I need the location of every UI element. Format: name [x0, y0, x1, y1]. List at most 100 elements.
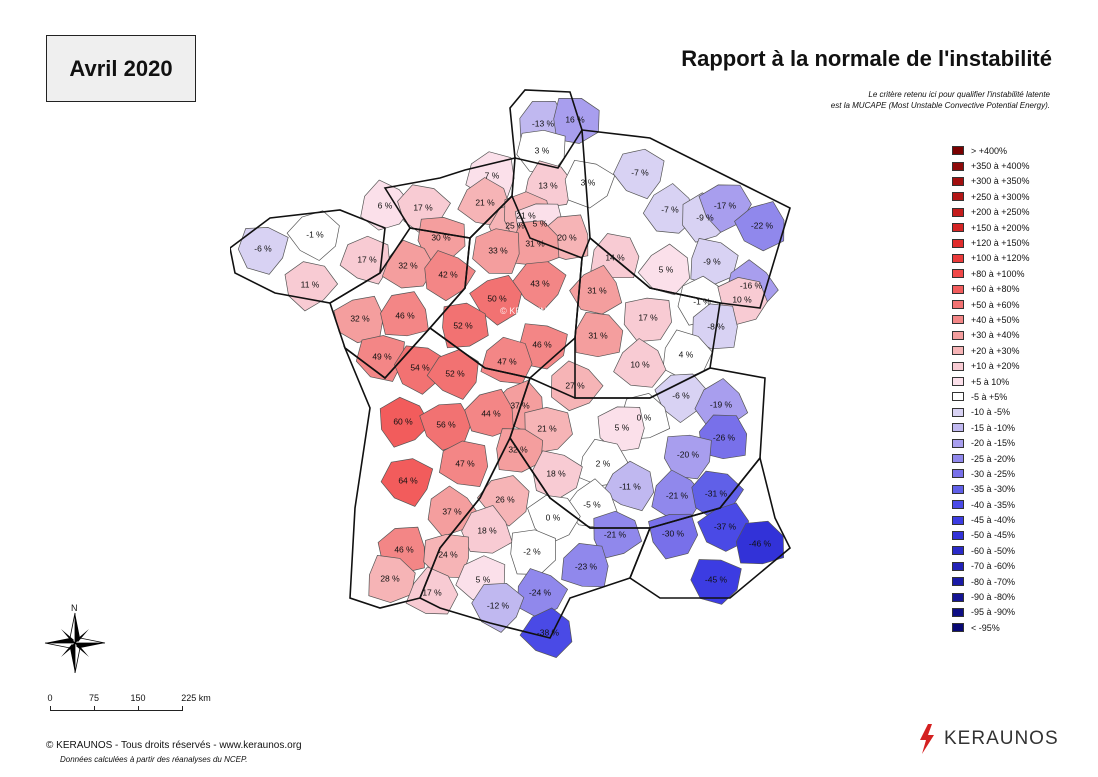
- department-label: 5 %: [659, 264, 674, 274]
- legend-item: +10 à +20%: [952, 358, 1030, 373]
- legend-item: +40 à +50%: [952, 312, 1030, 327]
- department-label: -24 %: [529, 587, 552, 597]
- legend-item: +100 à +120%: [952, 251, 1030, 266]
- legend-label: -5 à +5%: [971, 391, 1008, 402]
- department-label: 43 %: [530, 278, 550, 288]
- legend-label: -60 à -50%: [971, 545, 1016, 556]
- department-area: [381, 239, 436, 289]
- department-label: 50 %: [487, 293, 507, 303]
- department-label: 14 %: [605, 252, 625, 262]
- department-label: -21 %: [666, 490, 689, 500]
- department-label: 60 %: [393, 416, 413, 426]
- legend-item: +80 à +100%: [952, 266, 1030, 281]
- department-label: 4 %: [679, 349, 694, 359]
- scale-label-0: 0: [47, 693, 53, 703]
- department-label: 31 %: [525, 238, 545, 248]
- department-label: 46 %: [395, 310, 415, 320]
- legend-item: -90 à -80%: [952, 589, 1030, 604]
- department-area: [694, 378, 749, 428]
- department-label: -6 %: [672, 390, 690, 400]
- department-label: 17 %: [413, 202, 433, 212]
- legend-swatch: [952, 623, 964, 633]
- department-label: 44 %: [481, 408, 501, 418]
- department-label: -22 %: [751, 220, 774, 230]
- department-area: [690, 559, 742, 605]
- department-label: -30 %: [662, 528, 685, 538]
- legend-item: +150 à +200%: [952, 220, 1030, 235]
- department-label: 52 %: [445, 368, 465, 378]
- department-label: 31 %: [588, 330, 608, 340]
- scale-label-150: 150: [130, 693, 146, 703]
- department-area: [519, 323, 568, 370]
- department-area: [612, 148, 665, 200]
- department-label: -46 %: [749, 538, 772, 548]
- legend-label: -45 à -40%: [971, 515, 1016, 526]
- legend-item: -70 à -60%: [952, 559, 1030, 574]
- department-label: -20 %: [677, 449, 700, 459]
- department-label: 33 %: [488, 245, 508, 255]
- legend-label: -70 à -60%: [971, 561, 1016, 572]
- department-area: [663, 434, 712, 480]
- department-area: [637, 243, 690, 296]
- department-label: 6 %: [378, 200, 393, 210]
- legend-item: -15 à -10%: [952, 420, 1030, 435]
- legend-swatch: [952, 146, 964, 156]
- department-area: [593, 510, 643, 560]
- department-label: 3 %: [581, 177, 596, 187]
- legend-swatch: [952, 330, 964, 340]
- legend-item: +30 à +40%: [952, 328, 1030, 343]
- legend-swatch: [952, 423, 964, 433]
- scale-line: [50, 710, 183, 711]
- legend-item: -40 à -35%: [952, 497, 1030, 512]
- department-label: 11 %: [301, 279, 320, 289]
- department-label: 21 %: [516, 210, 536, 220]
- month-label: Avril 2020: [69, 55, 173, 81]
- department-label: -45 %: [705, 574, 728, 584]
- legend-label: -80 à -70%: [971, 576, 1016, 587]
- legend-item: -60 à -50%: [952, 543, 1030, 558]
- department-label: 47 %: [455, 458, 475, 468]
- legend-label: +100 à +120%: [971, 253, 1030, 264]
- legend-label: +60 à +80%: [971, 284, 1020, 295]
- department-area: [380, 291, 429, 337]
- legend-label: -10 à -5%: [971, 407, 1011, 418]
- department-area: [439, 440, 489, 487]
- department-area: [284, 261, 339, 312]
- department-label: 20 %: [557, 232, 577, 242]
- department-label: -23 %: [575, 561, 598, 571]
- department-label: -7 %: [661, 204, 679, 214]
- legend-swatch: [952, 161, 964, 171]
- legend-item: -30 à -25%: [952, 466, 1030, 481]
- department-label: 13 %: [538, 180, 558, 190]
- legend-label: +50 à +60%: [971, 299, 1020, 310]
- department-label: 5 %: [476, 574, 491, 584]
- department-area: [442, 302, 489, 349]
- department-area: [564, 159, 616, 209]
- france-map: -13 % 16 % 3 % 7 % 13 % 3 % -7 % 21 % 6 % 17 % -1 …: [230, 89, 791, 659]
- legend-label: -30 à -25%: [971, 468, 1016, 479]
- department-label: -26 %: [713, 432, 736, 442]
- legend-swatch: [952, 315, 964, 325]
- department-label: 54 %: [410, 362, 430, 372]
- department-label: 47 %: [497, 356, 517, 366]
- department-label: 30 %: [431, 232, 451, 242]
- legend-swatch: [952, 392, 964, 402]
- legend-swatch: [952, 530, 964, 540]
- compass-north-label: N: [71, 603, 78, 613]
- legend-label: +350 à +400%: [971, 161, 1030, 172]
- department-label: -19 %: [710, 399, 733, 409]
- department-label: 5 %: [615, 422, 630, 432]
- department-label: 49 %: [372, 351, 392, 361]
- legend-label: +250 à +300%: [971, 191, 1030, 202]
- subtitle-line-1: Le critère retenu ici pour qualifier l'i…: [868, 90, 1050, 99]
- legend-item: +20 à +30%: [952, 343, 1030, 358]
- legend-item: +120 à +150%: [952, 235, 1030, 250]
- department-area: [561, 543, 609, 588]
- department-label: 46 %: [532, 339, 552, 349]
- scale-tick: [94, 706, 95, 710]
- legend-label: +300 à +350%: [971, 176, 1030, 187]
- legend-label: -90 à -80%: [971, 592, 1016, 603]
- department-label: -31 %: [705, 488, 728, 498]
- legend-label: +40 à +50%: [971, 314, 1020, 325]
- department-label: 2 %: [596, 458, 611, 468]
